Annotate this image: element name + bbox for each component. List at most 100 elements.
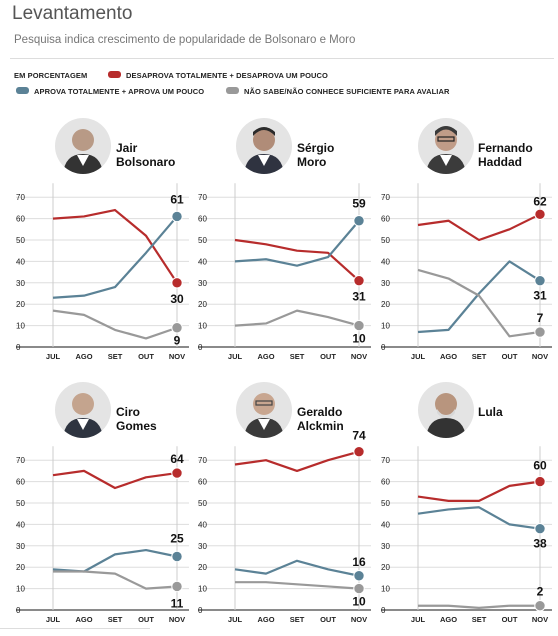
candidate-last-name: Gomes bbox=[116, 419, 157, 433]
data-label: 7 bbox=[537, 311, 544, 325]
data-label: 11 bbox=[171, 596, 184, 610]
y-tick-label: 10 bbox=[16, 585, 25, 594]
data-label: 16 bbox=[352, 555, 366, 569]
end-point bbox=[534, 208, 546, 221]
y-tick-label: 40 bbox=[381, 257, 390, 266]
portrait-icon bbox=[236, 118, 292, 174]
y-tick-label: 60 bbox=[16, 478, 25, 487]
y-tick-label: 40 bbox=[198, 520, 207, 529]
end-point bbox=[171, 277, 183, 289]
end-point bbox=[171, 580, 183, 593]
x-tick-label: AGO bbox=[75, 615, 92, 624]
series-line bbox=[52, 309, 178, 340]
x-tick-label: SET bbox=[290, 615, 305, 624]
series-line bbox=[52, 548, 178, 573]
series-line bbox=[417, 260, 541, 334]
data-label: 10 bbox=[352, 595, 366, 609]
x-tick-label: JUL bbox=[411, 352, 426, 361]
x-tick-label: JUL bbox=[46, 615, 61, 624]
x-tick-label: NOV bbox=[169, 615, 185, 624]
series-line bbox=[234, 309, 360, 327]
data-label: 61 bbox=[170, 192, 184, 206]
y-tick-label: 0 bbox=[16, 343, 21, 352]
end-point bbox=[171, 210, 183, 223]
y-tick-label: 60 bbox=[381, 215, 390, 224]
x-tick-label: AGO bbox=[75, 352, 92, 361]
x-tick-label: NOV bbox=[532, 615, 548, 624]
candidate-first-name: Jair bbox=[116, 141, 138, 155]
x-tick-label: JUL bbox=[228, 352, 243, 361]
data-label: 38 bbox=[533, 537, 547, 551]
y-tick-label: 40 bbox=[381, 520, 390, 529]
candidate-name-haddad: Fernando Haddad bbox=[478, 141, 548, 169]
series-line bbox=[53, 570, 178, 590]
header-divider bbox=[10, 58, 554, 59]
x-tick-label: NOV bbox=[351, 615, 367, 624]
data-label: 2 bbox=[537, 585, 544, 599]
series-line bbox=[417, 506, 541, 530]
x-tick-label: AGO bbox=[257, 352, 274, 361]
y-tick-label: 20 bbox=[16, 563, 25, 572]
x-tick-label: AGO bbox=[440, 615, 457, 624]
y-tick-label: 50 bbox=[381, 236, 390, 245]
portrait-icon bbox=[418, 382, 474, 438]
y-tick-label: 40 bbox=[16, 520, 25, 529]
end-point bbox=[534, 326, 546, 338]
legend-swatch-unknown bbox=[226, 87, 239, 94]
y-tick-label: 20 bbox=[16, 300, 25, 309]
y-tick-label: 10 bbox=[16, 322, 25, 331]
data-label: 74 bbox=[352, 429, 366, 443]
y-tick-label: 0 bbox=[198, 606, 203, 615]
x-tick-label: OUT bbox=[320, 615, 336, 624]
y-tick-label: 0 bbox=[381, 343, 386, 352]
candidate-name-alckmin: Geraldo Alckmin bbox=[297, 405, 367, 433]
x-tick-label: OUT bbox=[502, 352, 518, 361]
x-tick-label: AGO bbox=[440, 352, 457, 361]
end-point bbox=[171, 467, 183, 479]
candidate-name-lula: Lula bbox=[478, 405, 548, 419]
series-line bbox=[234, 238, 360, 282]
candidate-first-name: Fernando bbox=[478, 141, 533, 155]
y-tick-label: 50 bbox=[381, 499, 390, 508]
y-tick-label: 30 bbox=[198, 542, 207, 551]
candidate-first-name: Ciro bbox=[116, 405, 140, 419]
candidate-last-name: Moro bbox=[297, 155, 327, 169]
end-point bbox=[353, 445, 365, 458]
y-tick-label: 20 bbox=[381, 563, 390, 572]
data-label: 9 bbox=[174, 334, 181, 348]
x-tick-label: JUL bbox=[46, 352, 61, 361]
end-point bbox=[534, 274, 546, 287]
series-line bbox=[235, 581, 360, 590]
candidate-last-name: Alckmin bbox=[297, 419, 344, 433]
y-tick-label: 30 bbox=[198, 279, 207, 288]
y-tick-label: 60 bbox=[381, 478, 390, 487]
series-line bbox=[417, 268, 541, 338]
y-tick-label: 30 bbox=[381, 542, 390, 551]
x-tick-label: SET bbox=[108, 615, 123, 624]
data-label: 30 bbox=[170, 292, 184, 306]
candidate-name-ciro: Ciro Gomes bbox=[116, 405, 186, 433]
data-label: 31 bbox=[533, 289, 547, 303]
y-tick-label: 0 bbox=[198, 343, 203, 352]
legend-label-unknown: NÃO SABE/NÃO CONHECE SUFICIENTE PARA AVA… bbox=[244, 87, 450, 96]
y-tick-label: 60 bbox=[198, 478, 207, 487]
data-label: 60 bbox=[533, 459, 547, 473]
series-line bbox=[418, 604, 540, 609]
x-tick-label: JUL bbox=[411, 615, 426, 624]
portrait-icon bbox=[55, 382, 111, 438]
x-tick-label: NOV bbox=[169, 352, 185, 361]
series-line bbox=[234, 450, 360, 472]
end-point bbox=[353, 274, 365, 287]
candidate-name-moro: Sérgio Moro bbox=[297, 141, 367, 169]
series-line bbox=[234, 559, 360, 577]
x-tick-label: SET bbox=[472, 615, 487, 624]
series-line bbox=[52, 215, 178, 299]
y-tick-label: 40 bbox=[198, 257, 207, 266]
x-tick-label: OUT bbox=[138, 352, 154, 361]
x-tick-label: AGO bbox=[257, 615, 274, 624]
y-tick-label: 50 bbox=[16, 236, 25, 245]
y-tick-label: 40 bbox=[16, 257, 25, 266]
data-label: 25 bbox=[170, 532, 184, 546]
data-label: 10 bbox=[352, 332, 366, 346]
